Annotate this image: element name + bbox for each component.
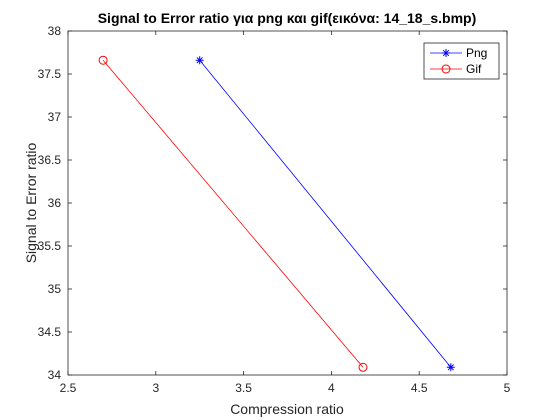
x-tick-label: 2.5	[60, 381, 77, 395]
y-tick-label: 37	[48, 110, 62, 124]
y-tick-label: 34	[48, 368, 62, 382]
data-point-png-2	[446, 363, 455, 372]
data-point-gif-2	[358, 362, 368, 372]
y-tick-label: 34.5	[38, 325, 62, 339]
chart-title: Signal to Error ratio για png και gif(ει…	[98, 10, 477, 26]
x-tick-label: 3.5	[235, 381, 252, 395]
y-axis-label: Signal to Error ratio	[23, 142, 39, 263]
y-tick-label: 37.5	[38, 67, 62, 81]
x-axis-label: Compression ratio	[230, 401, 344, 417]
series-layer	[98, 55, 455, 372]
legend: Png Gif	[423, 42, 500, 80]
y-tick-label: 36.5	[38, 153, 62, 167]
plot-area	[68, 31, 507, 375]
legend-label-png: Png	[466, 46, 487, 60]
x-tick-label: 3	[152, 381, 159, 395]
data-point-png-1	[195, 56, 204, 65]
legend-label-gif: Gif	[466, 62, 482, 76]
axes-layer: 2.5 3 3.5 4 4.5 5 34 34.5 35 35.5 36 36.5 37 37.5 38	[38, 24, 511, 395]
y-tick-label: 38	[48, 24, 62, 38]
series-line-gif	[102, 59, 364, 368]
y-tick-label: 35.5	[38, 239, 62, 253]
y-tick-label: 36	[48, 196, 62, 210]
legend-box	[423, 42, 500, 80]
data-point-gif-1	[98, 55, 108, 65]
y-tick-label: 35	[48, 282, 62, 296]
legend-marker-gif	[441, 64, 451, 74]
legend-marker-png	[442, 49, 450, 57]
series-line-png	[199, 59, 452, 368]
x-tick-label: 5	[504, 381, 511, 395]
x-tick-label: 4.5	[411, 381, 428, 395]
x-tick-label: 4	[328, 381, 335, 395]
